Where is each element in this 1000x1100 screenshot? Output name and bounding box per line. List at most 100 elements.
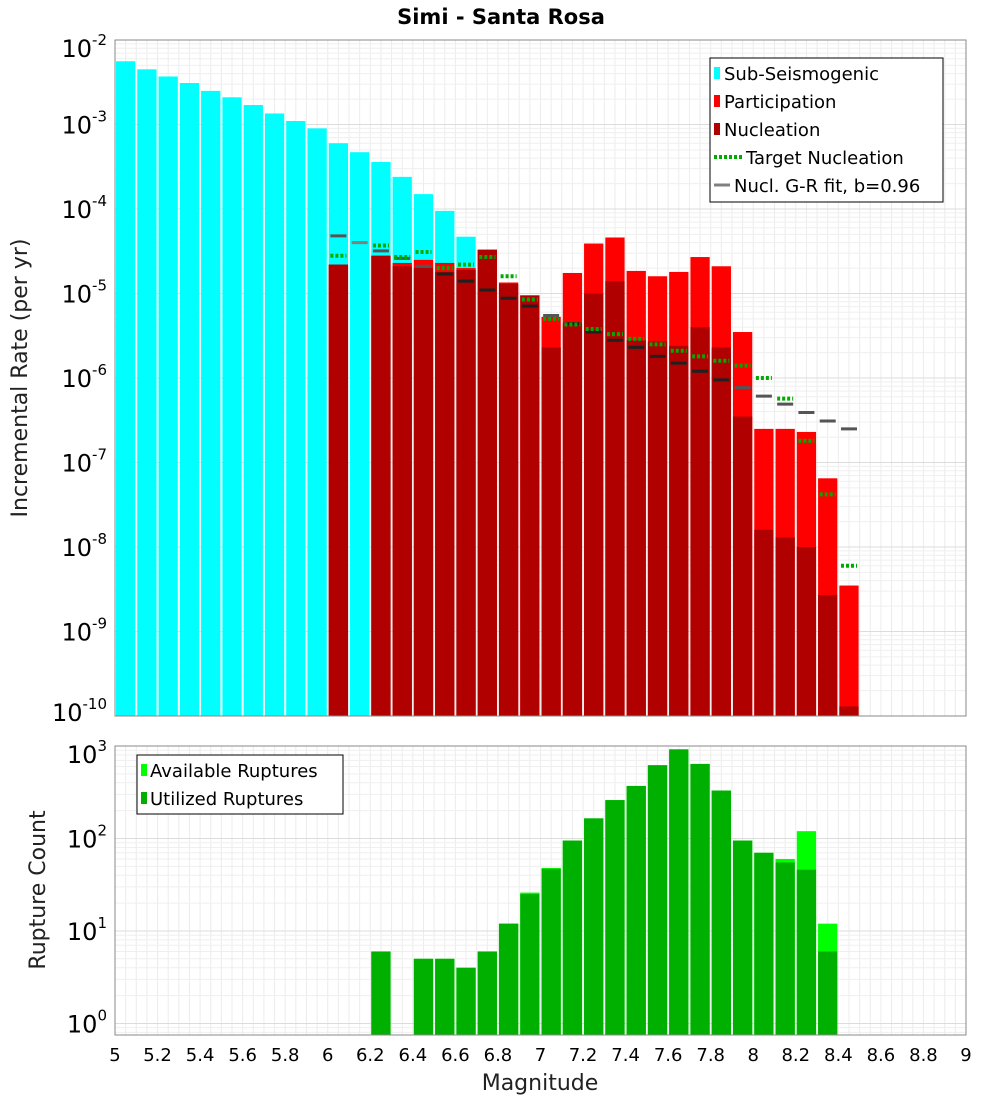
legend-label-available: Available Ruptures (150, 761, 318, 782)
x-tick-label: 6.6 (441, 1045, 470, 1066)
nucleation-bar (541, 347, 561, 716)
nucleation-bar (647, 341, 668, 716)
legend-label-utilized: Utilized Ruptures (150, 789, 303, 810)
x-tick-label: 8.4 (824, 1045, 853, 1066)
x-tick-label: 7.2 (569, 1045, 598, 1066)
bottom-legend: Available Ruptures Utilized Ruptures (136, 754, 344, 815)
sub-seismogenic-bar (137, 69, 157, 717)
utilized-ruptures-bar (520, 894, 540, 1035)
nucleation-bar (839, 706, 859, 716)
x-tick-label: 7 (535, 1045, 546, 1066)
x-tick-label: 6.8 (484, 1045, 513, 1066)
utilized-ruptures-bar (584, 818, 604, 1035)
legend-swatch-available (141, 764, 147, 776)
nucleation-bar (328, 264, 349, 716)
utilized-ruptures-bar (818, 951, 838, 1035)
legend-label-nucleation: Nucleation (724, 120, 820, 141)
legend-label-participation: Participation (724, 92, 836, 113)
sub-seismogenic-bar (286, 121, 306, 716)
y-tick-label: 100 (67, 1006, 107, 1038)
utilized-ruptures-bar (669, 749, 689, 1035)
nucleation-bar (435, 271, 455, 716)
utilized-ruptures-bar (456, 967, 476, 1035)
x-tick-label: 5.2 (143, 1045, 172, 1066)
nucleation-bar (732, 416, 753, 716)
nucleation-bar (392, 266, 412, 716)
utilized-ruptures-bar (371, 951, 391, 1035)
top-plot-y-ticks: 10-2 10-3 10-4 10-5 10-6 10-7 10-8 10-9 10-10 (52, 31, 107, 727)
legend-label-sub-seismogenic: Sub-Seismogenic (724, 64, 879, 85)
bottom-y-axis-title: Rupture Count (26, 810, 51, 970)
y-tick-label: 10-6 (61, 361, 107, 393)
legend-swatch-sub-seismogenic (714, 67, 720, 79)
legend-swatch-nucleation (714, 123, 720, 135)
utilized-ruptures-bar (754, 852, 774, 1035)
sub-seismogenic-bar (264, 113, 285, 716)
nucleation-bar (626, 340, 646, 716)
sub-seismogenic-bar (350, 152, 370, 716)
utilized-ruptures-bar (541, 868, 561, 1035)
x-tick-label: 8.8 (909, 1045, 938, 1066)
nucleation-bar (796, 547, 817, 716)
utilized-ruptures-bar (775, 862, 795, 1035)
nucleation-bar (605, 281, 625, 716)
sub-seismogenic-bar (222, 97, 242, 717)
legend-swatch-participation (714, 95, 720, 107)
nucleation-bar (711, 347, 731, 716)
y-tick-label: 103 (67, 737, 107, 769)
participation-bar (839, 585, 859, 716)
y-tick-label: 101 (67, 914, 107, 946)
y-tick-label: 102 (67, 821, 107, 853)
utilized-ruptures-bar (413, 958, 434, 1035)
sub-seismogenic-bar (307, 128, 327, 716)
nucleation-bar (456, 269, 476, 716)
utilized-ruptures-bar (605, 800, 625, 1035)
x-tick-label: 9 (960, 1045, 971, 1066)
nucleation-bar (477, 249, 497, 716)
bottom-plot-y-ticks: 103 102 101 100 (67, 737, 107, 1038)
bottom-plot-bars (371, 749, 838, 1035)
utilized-ruptures-bar (498, 923, 519, 1035)
y-tick-label: 10-5 (61, 277, 107, 309)
sub-seismogenic-bar (158, 76, 178, 717)
x-tick-label: 6 (322, 1045, 333, 1066)
top-plot-frame (114, 39, 967, 717)
y-tick-label: 10-8 (61, 530, 107, 562)
y-tick-label: 10-10 (52, 695, 107, 727)
x-tick-label: 7.8 (696, 1045, 725, 1066)
x-tick-label: 5.4 (186, 1045, 215, 1066)
y-tick-label: 10-7 (61, 446, 107, 478)
nucleation-bar (754, 529, 774, 716)
sub-seismogenic-bar (243, 105, 263, 716)
top-plot-bars (116, 61, 859, 717)
x-tick-label: 6.4 (399, 1045, 428, 1066)
nucleation-bar (818, 595, 838, 716)
utilized-ruptures-bar (647, 765, 668, 1035)
nucleation-bar (562, 322, 583, 716)
nucleation-bar (498, 283, 519, 716)
top-y-axis-title: Incremental Rate (per yr) (8, 239, 33, 518)
x-tick-label: 6.2 (356, 1045, 385, 1066)
utilized-ruptures-bar (477, 951, 497, 1035)
bottom-plot-frame (114, 745, 967, 1036)
sub-seismogenic-bar (116, 61, 136, 716)
x-tick-label: 5.8 (271, 1045, 300, 1066)
x-axis-ticks: 5 5.2 5.4 5.6 5.8 6 6.2 6.4 6.6 6.8 7 7.2 7.4 7.6 7.8 8… (109, 1045, 971, 1066)
utilized-ruptures-bar (732, 840, 753, 1035)
sub-seismogenic-bar (201, 90, 221, 716)
y-tick-label: 10-2 (61, 31, 107, 63)
x-tick-label: 5 (109, 1045, 120, 1066)
legend-label-target-nucleation: Target Nucleation (745, 148, 904, 169)
y-tick-label: 10-3 (61, 108, 107, 140)
x-tick-label: 8.2 (781, 1045, 810, 1066)
utilized-ruptures-bar (796, 869, 817, 1035)
x-tick-label: 8 (748, 1045, 759, 1066)
y-tick-label: 10-4 (61, 192, 107, 224)
legend-swatch-utilized (141, 792, 147, 804)
chart-title: Simi - Santa Rosa (397, 5, 605, 29)
nucleation-bar (371, 255, 391, 716)
y-tick-label: 10-9 (61, 615, 107, 647)
x-tick-label: 5.6 (228, 1045, 257, 1066)
nucleation-bar (669, 345, 689, 716)
